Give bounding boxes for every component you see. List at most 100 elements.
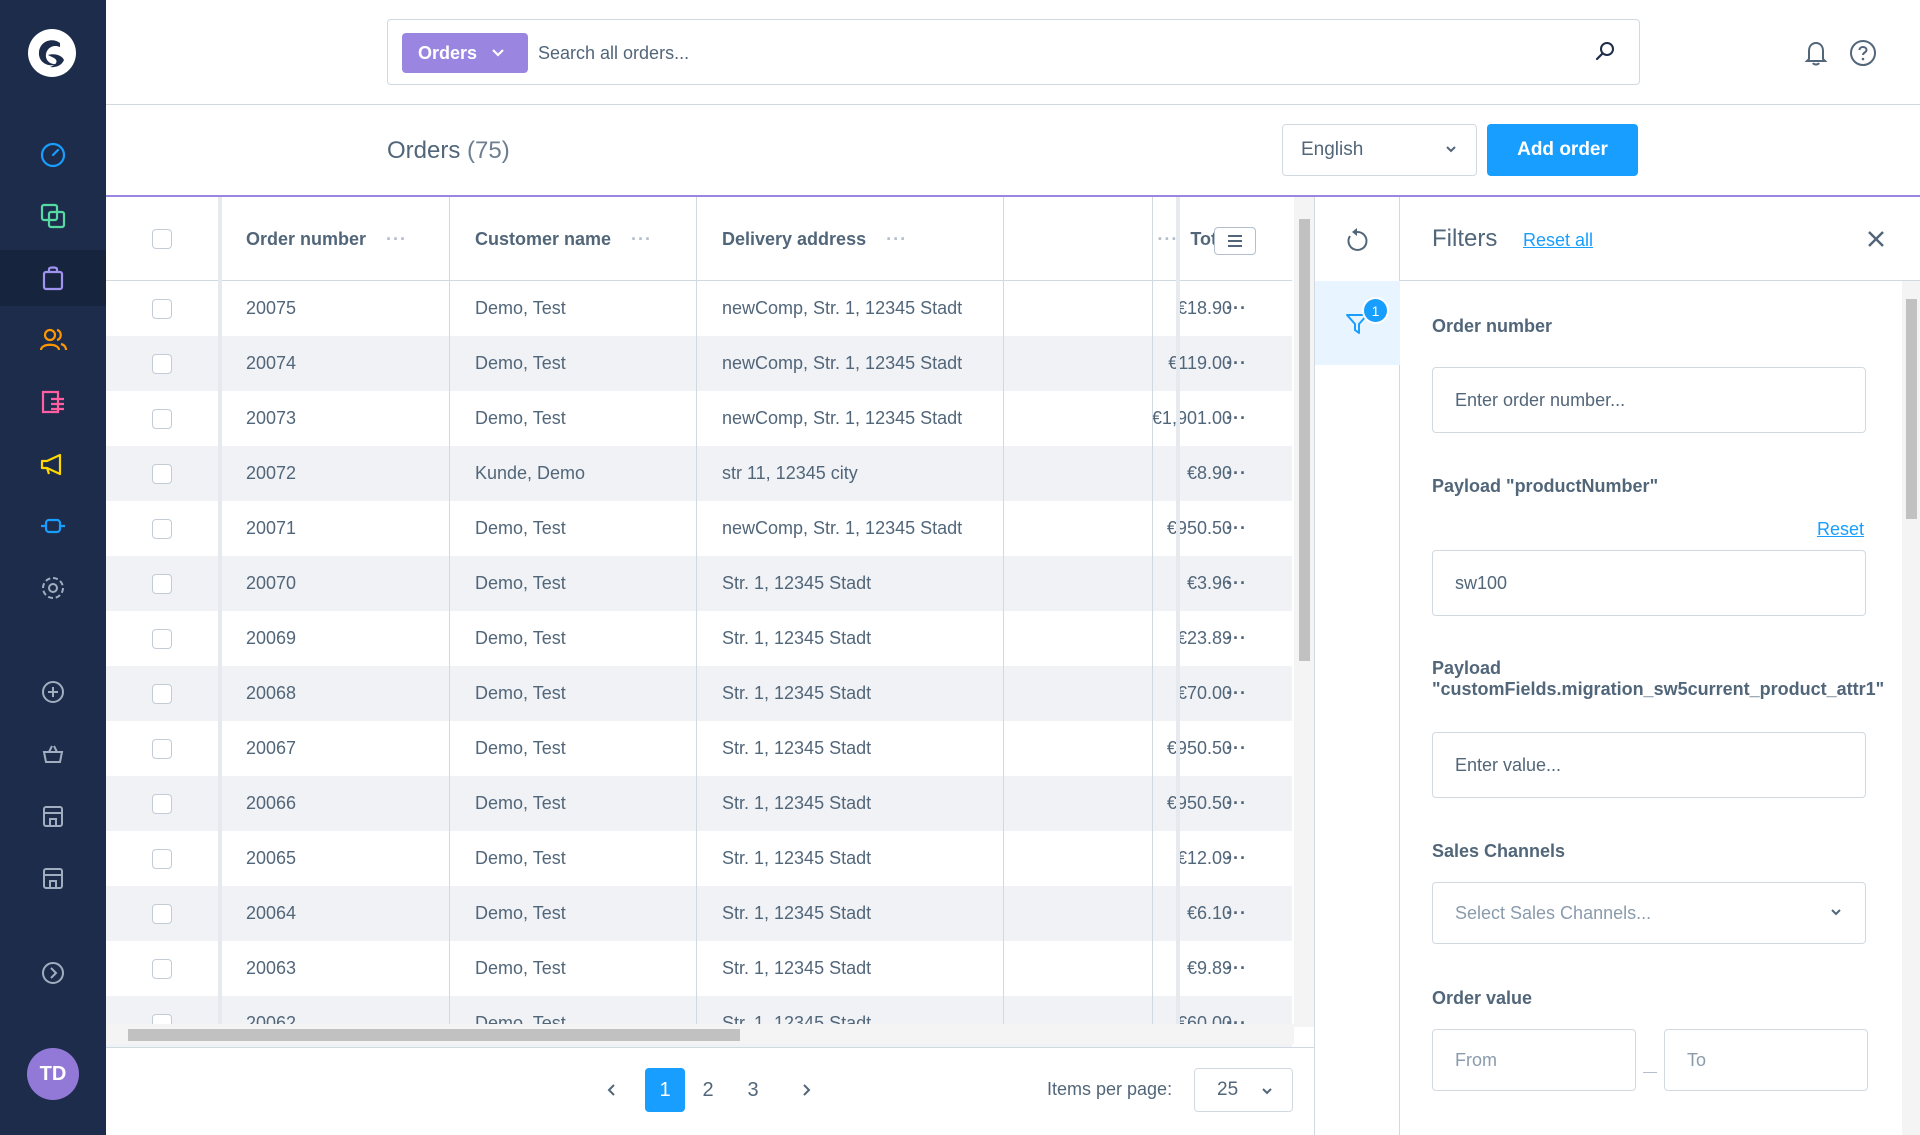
nav-customers[interactable]	[0, 312, 106, 368]
nav-sales-channel-1[interactable]	[0, 788, 106, 844]
nav-dashboard[interactable]	[0, 126, 106, 182]
payload-product-reset-link[interactable]: Reset	[1817, 519, 1865, 539]
page-button-2[interactable]: 2	[702, 1078, 714, 1101]
help-icon[interactable]	[1848, 38, 1878, 68]
table-row[interactable]: 20074 Demo, Test newComp, Str. 1, 12345 St…	[106, 336, 1292, 391]
row-checkbox[interactable]	[152, 848, 172, 869]
payload-product-filter-input[interactable]	[1432, 550, 1866, 616]
row-checkbox[interactable]	[152, 298, 172, 319]
table-row[interactable]: 20069 Demo, Test Str. 1, 12345 Stadt €23.89…	[106, 611, 1292, 666]
row-actions-button[interactable]: ···	[1226, 408, 1247, 428]
user-avatar[interactable]: TD	[27, 1048, 79, 1100]
order-value-from-input[interactable]: From	[1432, 1029, 1636, 1091]
order-number-cell[interactable]: 20065	[246, 848, 297, 868]
row-checkbox[interactable]	[152, 958, 172, 979]
sales-channels-select[interactable]: Select Sales Channels...	[1432, 882, 1866, 944]
row-actions-button[interactable]: ···	[1226, 683, 1247, 703]
table-row[interactable]: 20075 Demo, Test newComp, Str. 1, 12345 St…	[106, 281, 1292, 336]
order-number-cell[interactable]: 20064	[246, 903, 297, 923]
filter-tab[interactable]: 1	[1315, 281, 1400, 365]
column-menu-icon[interactable]: ···	[386, 228, 408, 249]
filter-panel-scrollbar[interactable]	[1902, 281, 1920, 1135]
column-header-customer-name[interactable]: Customer name ···	[475, 197, 652, 281]
order-number-cell[interactable]: 20063	[246, 958, 297, 978]
row-checkbox[interactable]	[152, 738, 172, 759]
next-page-button[interactable]	[786, 1068, 826, 1112]
notification-bell-icon[interactable]	[1801, 38, 1831, 68]
close-icon[interactable]	[1864, 227, 1888, 251]
column-menu-icon[interactable]: ···	[1157, 228, 1179, 249]
column-menu-icon[interactable]: ···	[886, 228, 908, 249]
order-number-cell[interactable]: 20070	[246, 573, 297, 593]
table-row[interactable]: 20073 Demo, Test newComp, Str. 1, 12345 St…	[106, 391, 1292, 446]
row-actions-button[interactable]: ···	[1226, 518, 1247, 538]
row-checkbox[interactable]	[152, 903, 172, 924]
nav-marketing[interactable]	[0, 436, 106, 492]
scrollbar-thumb[interactable]	[1299, 219, 1310, 661]
reset-all-filters-link[interactable]: Reset all	[1523, 230, 1594, 250]
order-number-cell[interactable]: 20075	[246, 298, 297, 318]
table-row[interactable]: 20071 Demo, Test newComp, Str. 1, 12345 St…	[106, 501, 1292, 556]
column-header-delivery-address[interactable]: Delivery address ···	[722, 197, 907, 281]
language-select[interactable]: English	[1282, 124, 1477, 176]
add-order-button[interactable]: Add order	[1487, 124, 1638, 176]
refresh-icon[interactable]	[1343, 227, 1371, 255]
nav-add-sales-channel[interactable]	[0, 664, 106, 720]
table-row[interactable]: 20064 Demo, Test Str. 1, 12345 Stadt €6.10 ·…	[106, 886, 1292, 941]
row-actions-button[interactable]: ···	[1226, 628, 1247, 648]
search-type-select[interactable]: Orders	[402, 33, 528, 73]
column-header-order-number[interactable]: Order number ···	[246, 197, 407, 281]
order-number-cell[interactable]: 20068	[246, 683, 297, 703]
search-input[interactable]	[538, 32, 1538, 74]
shopware-logo[interactable]	[26, 27, 78, 79]
column-header-total[interactable]: ··· Total	[1050, 197, 1232, 281]
nav-content[interactable]	[0, 374, 106, 430]
page-button-3[interactable]: 3	[747, 1078, 759, 1101]
nav-extensions[interactable]	[0, 498, 106, 554]
table-row[interactable]: 20068 Demo, Test Str. 1, 12345 Stadt €70.00…	[106, 666, 1292, 721]
nav-sales-channel-storefront[interactable]	[0, 726, 106, 782]
nav-sales-channel-2[interactable]	[0, 850, 106, 906]
row-checkbox[interactable]	[152, 518, 172, 539]
row-checkbox[interactable]	[152, 573, 172, 594]
scrollbar-thumb[interactable]	[128, 1029, 740, 1041]
search-icon[interactable]	[1593, 40, 1617, 64]
nav-catalogues[interactable]	[0, 188, 106, 244]
row-actions-button[interactable]: ···	[1226, 958, 1247, 978]
order-number-cell[interactable]: 20066	[246, 793, 297, 813]
nav-orders[interactable]	[0, 250, 106, 306]
row-checkbox[interactable]	[152, 463, 172, 484]
row-actions-button[interactable]: ···	[1226, 353, 1247, 373]
page-button-1[interactable]: 1	[645, 1068, 685, 1112]
table-vertical-scrollbar[interactable]	[1294, 197, 1314, 1027]
row-actions-button[interactable]: ···	[1226, 793, 1247, 813]
table-row[interactable]: 20067 Demo, Test Str. 1, 12345 Stadt €950.5…	[106, 721, 1292, 776]
order-number-cell[interactable]: 20071	[246, 518, 297, 538]
order-number-cell[interactable]: 20072	[246, 463, 297, 483]
row-actions-button[interactable]: ···	[1226, 903, 1247, 923]
payload-custom-filter-input[interactable]	[1432, 732, 1866, 798]
order-number-cell[interactable]: 20067	[246, 738, 297, 758]
previous-page-button[interactable]	[592, 1068, 632, 1112]
items-per-page-select[interactable]: 25	[1194, 1068, 1293, 1112]
table-row[interactable]: 20072 Kunde, Demo str 11, 12345 city €8.90 ·…	[106, 446, 1292, 501]
row-checkbox[interactable]	[152, 628, 172, 649]
order-number-filter-input[interactable]	[1432, 367, 1866, 433]
table-row[interactable]: 20065 Demo, Test Str. 1, 12345 Stadt €12.09…	[106, 831, 1292, 886]
row-checkbox[interactable]	[152, 793, 172, 814]
table-row[interactable]: 20066 Demo, Test Str. 1, 12345 Stadt €950.5…	[106, 776, 1292, 831]
table-horizontal-scrollbar[interactable]	[106, 1024, 1294, 1044]
nav-settings[interactable]	[0, 560, 106, 616]
row-actions-button[interactable]: ···	[1226, 298, 1247, 318]
row-actions-button[interactable]: ···	[1226, 573, 1247, 593]
table-row[interactable]: 20063 Demo, Test Str. 1, 12345 Stadt €9.89 ·…	[106, 941, 1292, 996]
nav-expand[interactable]	[0, 945, 106, 1001]
table-row[interactable]: 20070 Demo, Test Str. 1, 12345 Stadt €3.96 ·…	[106, 556, 1292, 611]
order-number-cell[interactable]: 20074	[246, 353, 297, 373]
scrollbar-thumb[interactable]	[1906, 299, 1917, 519]
column-settings-button[interactable]	[1214, 227, 1256, 255]
order-number-cell[interactable]: 20069	[246, 628, 297, 648]
order-number-cell[interactable]: 20073	[246, 408, 297, 428]
row-actions-button[interactable]: ···	[1226, 738, 1247, 758]
row-checkbox[interactable]	[152, 353, 172, 374]
